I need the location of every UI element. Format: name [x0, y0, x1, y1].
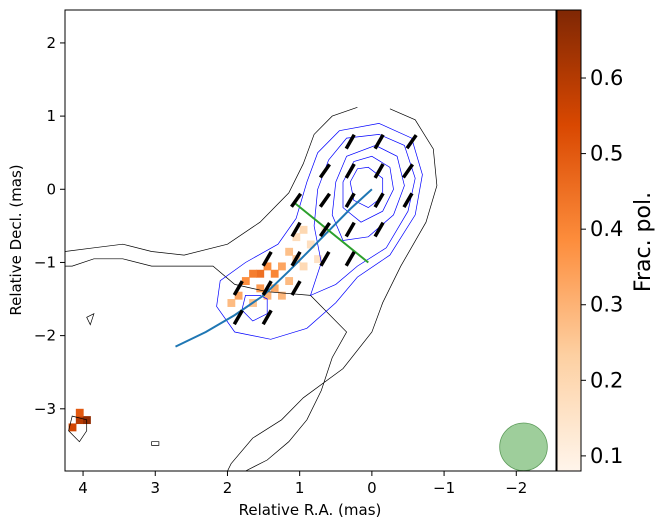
beam-circle — [499, 422, 548, 471]
y-tick-label: 1 — [46, 107, 56, 125]
inner-contour — [216, 123, 423, 340]
polarization-pixel — [270, 284, 279, 293]
contour-island — [68, 415, 88, 443]
evpa-vector — [344, 192, 356, 209]
polarization-pixel — [68, 423, 77, 432]
evpa-vector — [290, 192, 303, 208]
evpa-vector — [232, 280, 244, 296]
evpa-vector — [344, 133, 356, 150]
colorbar-tick-label: 0.5 — [590, 142, 623, 166]
polarization-pixel — [285, 277, 294, 286]
y-tick-label: 2 — [46, 34, 56, 52]
x-tick-label: 2 — [223, 479, 233, 497]
x-axis-label: Relative R.A. (mas) — [239, 501, 382, 519]
evpa-vector — [290, 221, 302, 238]
evpa-vector — [344, 250, 356, 267]
colorbar — [557, 10, 581, 471]
x-tick-label: 1 — [295, 479, 305, 497]
colorbar-tick-label: 0.4 — [590, 217, 623, 241]
x-tick-label: 0 — [367, 479, 377, 497]
y-tick-label: −1 — [34, 253, 56, 271]
colorbar-frame — [556, 9, 582, 472]
inner-contour — [241, 295, 268, 322]
evpa-vector — [344, 221, 356, 238]
y-axis-ticks: 2 1 0 −1 −2 −3 — [34, 34, 65, 418]
x-tick-label: 4 — [78, 479, 88, 497]
x-tick-label: −1 — [433, 479, 455, 497]
evpa-vector — [318, 221, 331, 238]
x-tick-label: −2 — [505, 479, 527, 497]
evpa-vector — [401, 163, 415, 179]
inner-contour — [309, 134, 416, 297]
colorbar-tick-label: 0.1 — [590, 444, 623, 468]
polarization-pixel — [227, 299, 236, 307]
overlay-lines — [175, 188, 373, 348]
evpa-vector — [373, 133, 385, 150]
polarization-pixel — [256, 284, 265, 293]
polarization-pixel — [263, 262, 272, 271]
evpa-vector — [373, 221, 385, 238]
evpa-vector — [290, 250, 302, 267]
y-tick-label: −3 — [34, 400, 56, 418]
polarization-pixel — [270, 269, 279, 278]
evpa-vector — [373, 192, 385, 209]
x-axis-ticks: 4 3 2 1 0 −1 −2 — [78, 471, 527, 497]
inner-contour — [349, 166, 384, 209]
contour-island — [151, 441, 160, 446]
evpa-vector — [319, 250, 331, 267]
polarization-pixel — [292, 233, 301, 242]
evpa-vector — [344, 163, 356, 179]
polarization-pixel — [75, 408, 84, 417]
plot-area — [65, 106, 548, 471]
evpa-vector — [373, 163, 385, 179]
polarization-pixel — [263, 291, 272, 300]
evpa-vector — [290, 280, 302, 296]
transverse-slice-line — [293, 201, 369, 264]
inner-contour — [331, 145, 405, 241]
polarization-pixel — [299, 225, 308, 234]
beam-ellipse — [499, 422, 548, 471]
evpa-vector — [232, 309, 244, 326]
colorbar-tick-label: 0.3 — [590, 293, 623, 317]
jet-ridge-line — [175, 188, 373, 348]
colorbar-tick-label: 0.6 — [590, 66, 623, 90]
evpa-vectors — [232, 133, 418, 326]
evpa-vector — [261, 280, 273, 296]
polarization-pixel — [285, 247, 294, 256]
polarization-pixels — [68, 225, 330, 432]
y-tick-label: 0 — [46, 180, 56, 198]
polarization-pixel — [249, 269, 257, 278]
polarization-pixel — [234, 291, 243, 300]
colorbar-tick-label: 0.2 — [590, 368, 623, 392]
evpa-vector — [405, 134, 418, 150]
polarization-pixel — [278, 291, 286, 300]
x-tick-label: 3 — [150, 479, 160, 497]
polarization-pixel — [256, 269, 265, 278]
polarization-pixel — [241, 277, 250, 286]
y-tick-label: −2 — [34, 327, 56, 345]
colorbar-ticks: 0.1 0.2 0.3 0.4 0.5 0.6 — [581, 66, 623, 468]
evpa-vector — [318, 163, 331, 179]
axes-frame — [64, 9, 557, 472]
polarization-pixel — [278, 262, 286, 271]
evpa-vector — [261, 309, 273, 326]
inner-contour — [342, 155, 394, 223]
contour-island — [86, 313, 95, 326]
evpa-vector — [402, 192, 414, 209]
evpa-vector — [318, 192, 331, 208]
polarization-pixel — [314, 255, 322, 264]
evpa-vector — [261, 250, 273, 267]
colorbar-label: Frac. pol. — [631, 192, 656, 292]
polarization-pixel — [306, 240, 315, 249]
polarization-pixel — [299, 262, 308, 271]
polarization-pixel — [75, 416, 84, 425]
intensity-contours — [65, 106, 438, 471]
y-axis-label: Relative Decl. (mas) — [7, 164, 25, 315]
